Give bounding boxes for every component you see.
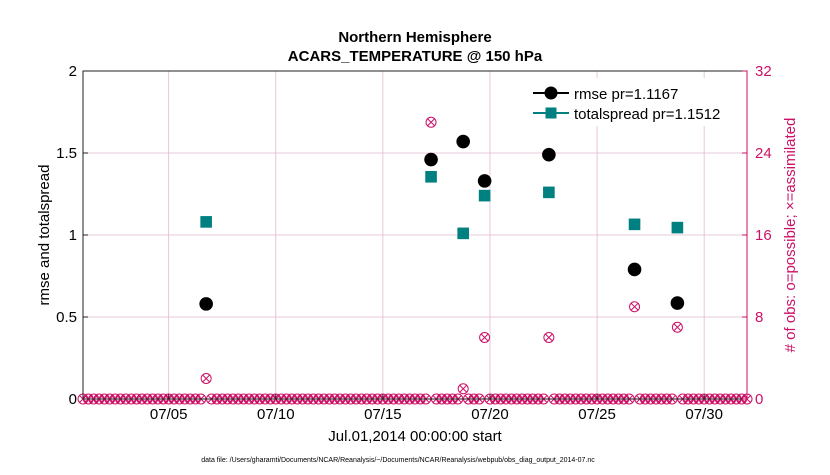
obs-possible-marker	[479, 332, 491, 343]
chart-title-line1: Northern Hemisphere	[338, 29, 491, 46]
totalspread-point	[628, 218, 641, 231]
totalspread-point	[671, 221, 684, 234]
totalspread-point	[457, 227, 469, 240]
obs-possible-marker	[629, 301, 641, 313]
obs-assimilated-marker	[630, 302, 639, 311]
y-tick-label-left: 2	[69, 63, 77, 80]
y-tick-label-left: 0.5	[56, 309, 77, 326]
rmse-point	[456, 134, 470, 149]
x-tick-label: 07/30	[685, 406, 723, 423]
totalspread-point	[478, 189, 491, 202]
obs-count-point	[671, 321, 683, 333]
obs-assimilated-marker	[202, 374, 210, 383]
obs-possible-marker	[200, 373, 212, 384]
totalspread-point	[543, 186, 555, 199]
rmse-point	[670, 296, 685, 310]
obs-assimilated-marker	[480, 333, 489, 342]
obs-count-point	[200, 373, 212, 384]
y-tick-label-right: 24	[755, 145, 772, 162]
obs-count-point	[479, 332, 491, 343]
legend: rmse pr=1.1167 totalspread pr=1.1512	[527, 78, 743, 126]
obs-count-point	[543, 332, 555, 343]
y-tick-label-right: 8	[755, 309, 763, 326]
x-tick-label: 07/20	[471, 406, 509, 423]
obs-assimilated-marker	[459, 384, 467, 393]
obs-possible-marker	[543, 332, 555, 343]
x-tick-label: 07/25	[578, 406, 616, 423]
series-layer	[199, 134, 685, 311]
obs-assimilated-marker	[427, 118, 435, 127]
x-tick-label: 07/15	[364, 406, 402, 423]
chart-title-line2: ACARS_TEMPERATURE @ 150 hPa	[288, 48, 543, 65]
obs-count-point	[425, 116, 437, 128]
y-tick-label-right: 16	[755, 227, 772, 244]
obs-assimilated-marker	[545, 333, 553, 342]
y-tick-label-right: 0	[755, 391, 763, 408]
obs-possible-marker	[425, 116, 437, 128]
totalspread-point	[200, 216, 212, 228]
legend-spread-label: totalspread pr=1.1512	[574, 106, 720, 123]
obs-possible-marker	[457, 383, 469, 395]
y-axis-label-left: rmse and totalspread	[36, 165, 53, 306]
legend-rmse-marker	[544, 86, 558, 100]
legend-box	[527, 78, 743, 126]
rmse-point	[199, 297, 213, 311]
footnote: data file: /Users/gharamti/Documents/NCA…	[201, 457, 595, 464]
rmse-point	[477, 174, 492, 188]
y-tick-label-left: 1.5	[56, 145, 77, 162]
legend-spread-marker	[545, 107, 557, 119]
x-tick-label: 07/05	[150, 406, 188, 423]
y-tick-label-right: 32	[755, 63, 772, 80]
obs-count-point	[629, 301, 641, 313]
axis-layer: 07/05 07/10 07/15 07/20 07/25 07/30 0 0.5 1 1.5 2 0…	[56, 63, 772, 423]
y-tick-label-left: 0	[69, 391, 77, 408]
y-tick-label-left: 1	[69, 227, 77, 244]
obs-layer	[200, 116, 683, 395]
totalspread-point	[425, 170, 437, 183]
y-axis-label-right: # of obs: o=possible; ×=assimilated	[782, 118, 799, 353]
obs-count-point	[457, 383, 469, 395]
obs-possible-marker	[671, 321, 683, 333]
obs-assimilated-marker	[673, 323, 682, 332]
x-tick-label: 07/10	[257, 406, 295, 423]
legend-rmse-label: rmse pr=1.1167	[574, 86, 678, 103]
x-axis-label: Jul.01,2014 00:00:00 start	[328, 428, 502, 445]
rmse-point	[424, 152, 438, 167]
rmse-point	[542, 147, 556, 162]
rmse-point	[627, 262, 642, 277]
